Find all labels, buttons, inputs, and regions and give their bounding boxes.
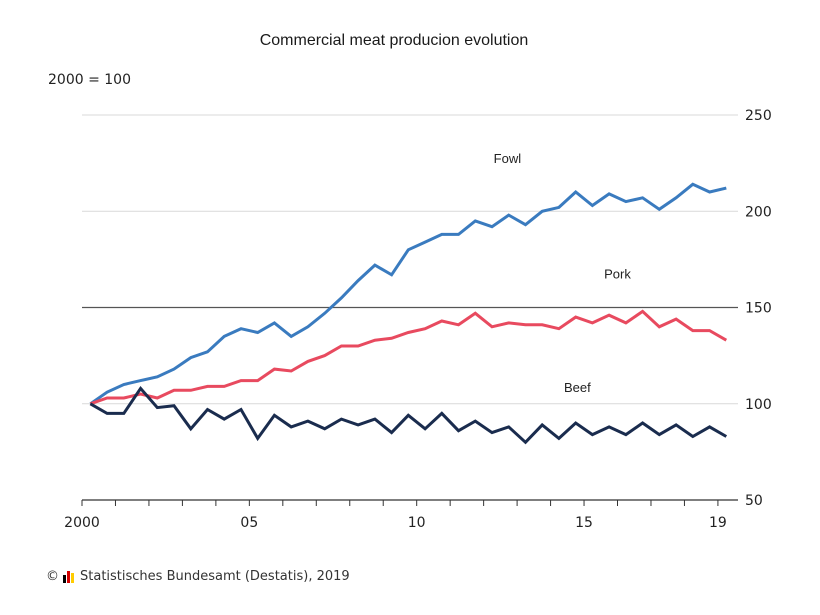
x-tick-label: 19: [709, 515, 727, 531]
source-text: Statistisches Bundesamt (Destatis), 2019: [80, 569, 350, 584]
beef-series-label: Beef: [564, 380, 591, 395]
y-tick-label: 200: [745, 204, 772, 220]
x-tick-label: 15: [575, 515, 593, 531]
y-tick-label: 100: [745, 397, 772, 413]
source-footer: © Statistisches Bundesamt (Destatis), 20…: [46, 569, 350, 584]
x-tick-label: 05: [240, 515, 258, 531]
x-axis: 2000 05 10 15 19: [64, 499, 738, 531]
pork-series-label: Pork: [604, 267, 631, 282]
gridlines: [82, 114, 738, 405]
fowl-series-line: [89, 182, 727, 406]
pork-series-line: [89, 309, 728, 406]
y-tick-label: 150: [745, 301, 772, 317]
fowl-series-label: Fowl: [494, 151, 522, 166]
logo-bar: [63, 574, 66, 583]
logo-bar: [71, 572, 74, 583]
destatis-logo: [63, 570, 75, 583]
x-tick-label: 2000: [64, 515, 100, 531]
logo-bar: [67, 570, 70, 583]
y-tick-label: 50: [745, 493, 763, 509]
y-tick-label: 250: [745, 108, 772, 124]
index-note: 2000 = 100: [48, 72, 131, 88]
beef-series-line: [89, 385, 728, 445]
chart-title: Commercial meat producion evolution: [260, 32, 529, 49]
series-lines: [89, 182, 728, 445]
x-tick-label: 10: [408, 515, 426, 531]
chart-canvas: Commercial meat producion evolution 2000…: [48, 32, 772, 531]
copyright-symbol: ©: [46, 569, 59, 584]
y-axis-ticks: 250 200 150 100 50: [745, 108, 772, 509]
series-labels: Fowl Pork Beef: [494, 151, 632, 395]
